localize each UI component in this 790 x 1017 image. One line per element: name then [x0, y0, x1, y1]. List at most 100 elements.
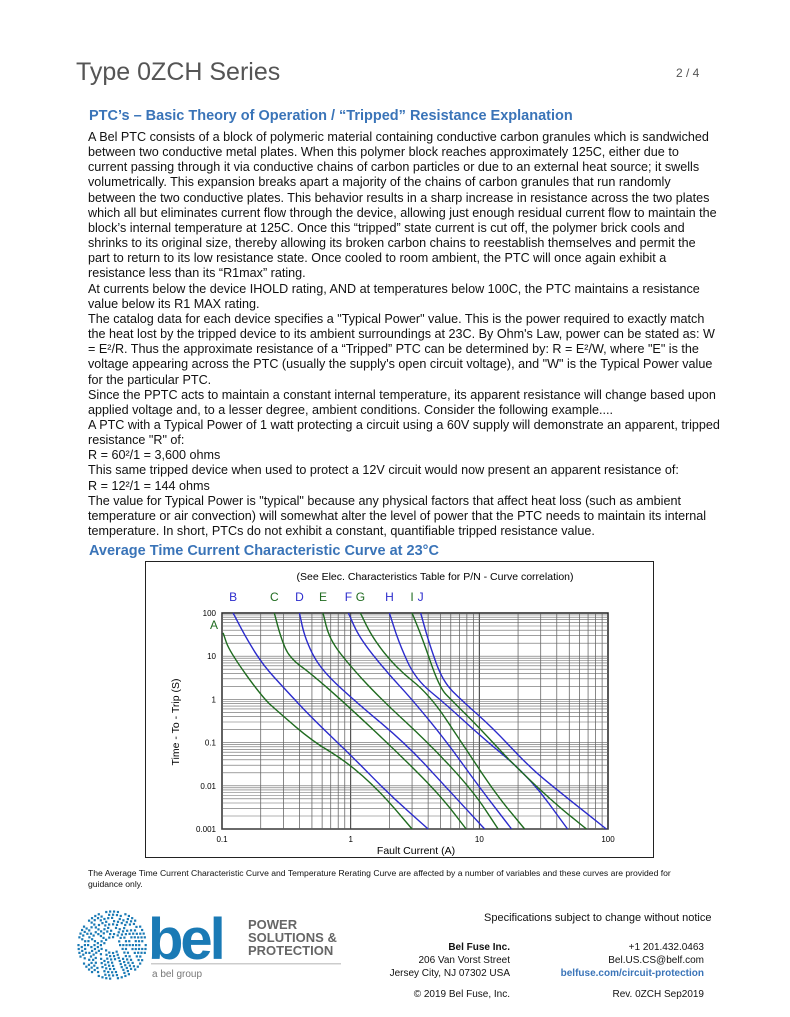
- logo-dot: [136, 965, 139, 968]
- logo-dot: [111, 916, 114, 919]
- logo-dot: [127, 961, 130, 964]
- logo-dot: [82, 925, 86, 928]
- logo-dot: [91, 949, 94, 953]
- logo-dot: [90, 921, 93, 924]
- logo-dot: [97, 949, 100, 952]
- logo-dot: [118, 917, 121, 921]
- logo-dot: [93, 923, 96, 926]
- logo-dot: [141, 947, 144, 951]
- formula: R = 12²/1 = 144 ohms: [88, 478, 210, 493]
- y-tick-label: 0.1: [205, 739, 217, 748]
- paragraph: A Bel PTC consists of a block of polymer…: [88, 130, 717, 281]
- y-tick-label: 0.01: [200, 782, 216, 791]
- logo-dot: [139, 962, 142, 965]
- logo-dot: [90, 970, 94, 974]
- logo-dot: [108, 974, 111, 977]
- logo-dot: [78, 936, 81, 939]
- logo-dot: [115, 974, 119, 977]
- logo-dot: [99, 934, 103, 938]
- logo-dot: [137, 936, 140, 939]
- x-tick-label: 1: [348, 835, 353, 844]
- logo-dot: [99, 919, 102, 922]
- logo-dot: [122, 968, 125, 971]
- logo-dot: [100, 930, 103, 933]
- logo-dot: [97, 923, 101, 927]
- company-contact: +1 201.432.0463 Bel.US.CS@belf.com belfu…: [530, 941, 704, 980]
- logo-dot: [93, 968, 96, 972]
- logo-dot: [133, 951, 136, 954]
- curve-a: [222, 632, 413, 830]
- logo-dot: [112, 955, 116, 958]
- logo-dot: [95, 951, 98, 954]
- logo-dot: [105, 953, 108, 956]
- city: Jersey City, NJ 07302 USA: [389, 968, 510, 979]
- logo-dot: [131, 961, 134, 965]
- logo-dot: [139, 932, 142, 935]
- paragraph: Since the PPTC acts to maintain a consta…: [88, 387, 716, 417]
- curve-c: [273, 612, 467, 830]
- logo-dot: [144, 944, 147, 947]
- logo-dot: [129, 958, 133, 961]
- logo-dot: [92, 934, 95, 937]
- logo-dot: [106, 930, 109, 933]
- curve-g: [359, 612, 526, 830]
- logo-dot: [128, 923, 132, 926]
- logo-dot: [103, 942, 106, 945]
- logo-dot: [104, 973, 107, 976]
- logo-group: a bel group: [152, 969, 202, 980]
- logo-dot: [124, 954, 127, 958]
- logo-dot: [121, 930, 125, 933]
- logo-dot: [92, 958, 95, 961]
- street: 206 Van Vorst Street: [418, 955, 510, 966]
- logo-dot: [81, 949, 84, 953]
- logo-dot: [84, 947, 87, 951]
- logo-tagline-3: PROTECTION: [248, 943, 333, 958]
- logo-dot: [87, 944, 90, 947]
- plot-area: [221, 612, 609, 830]
- logo-dot: [126, 958, 129, 961]
- curve-label-h: H: [385, 590, 394, 604]
- logo-dot: [87, 940, 90, 943]
- logo-dot: [121, 947, 124, 951]
- logo-dot: [120, 965, 123, 969]
- logo-dot: [109, 977, 112, 980]
- logo-dot: [92, 953, 95, 956]
- logo-dot: [123, 951, 126, 954]
- logo-dot: [79, 955, 82, 958]
- theory-body: A Bel PTC consists of a block of polymer…: [88, 130, 720, 539]
- logo-dot: [89, 955, 93, 958]
- logo-dot: [132, 932, 135, 935]
- logo-dot: [90, 945, 93, 949]
- logo-dot: [101, 922, 104, 925]
- email[interactable]: Bel.US.CS@belf.com: [608, 955, 704, 966]
- logo-dot: [94, 914, 97, 918]
- logo-dot: [103, 970, 106, 973]
- logo-dot: [94, 961, 97, 964]
- logo-dot: [82, 934, 85, 937]
- x-tick-label: 0.1: [216, 835, 228, 844]
- page-number: 2 / 4: [676, 66, 700, 80]
- logo-dot: [124, 947, 128, 951]
- logo-dot: [123, 971, 126, 974]
- website-link[interactable]: belfuse.com/circuit-protection: [560, 968, 704, 979]
- revision: Rev. 0ZCH Sep2019: [612, 989, 704, 1000]
- logo-dot: [94, 926, 97, 929]
- logo-dot: [88, 936, 91, 939]
- time-current-chart: (See Elec. Characteristics Table for P/N…: [145, 561, 654, 858]
- logo-dot: [111, 964, 115, 967]
- y-tick-label: 1: [212, 695, 217, 704]
- logo-dot: [131, 947, 134, 951]
- logo-dot: [84, 940, 87, 943]
- logo-dot: [90, 966, 93, 969]
- paragraph: The catalog data for each device specifi…: [88, 311, 715, 387]
- logo-dot: [82, 962, 86, 965]
- logo-dot: [93, 919, 96, 922]
- logo-dot: [105, 977, 108, 980]
- y-tick-label: 10: [207, 652, 216, 661]
- logo-dot: [111, 961, 114, 964]
- logo-dot: [111, 936, 115, 939]
- logo-dot: [83, 957, 86, 960]
- logo-dot: [99, 944, 102, 947]
- logo-dot: [122, 919, 125, 922]
- logo-dot: [90, 926, 93, 929]
